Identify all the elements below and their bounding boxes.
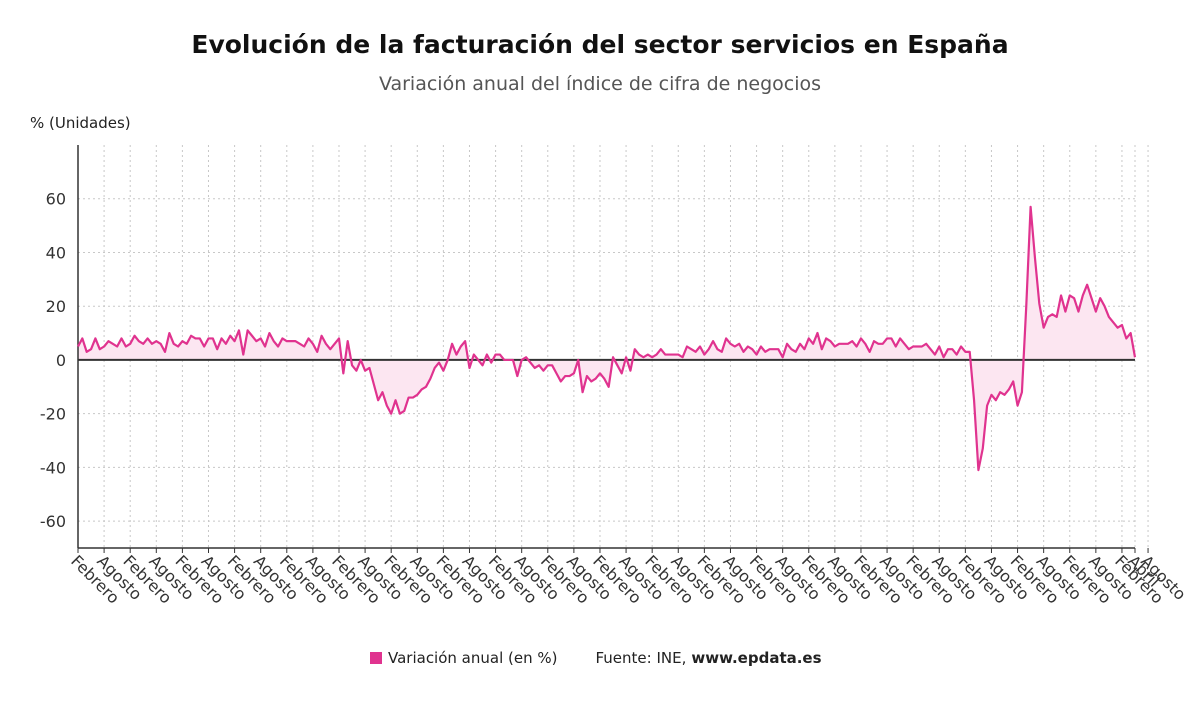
series-line: [77, 205, 1137, 472]
legend-swatch: [370, 652, 382, 664]
source-link[interactable]: www.epdata.es: [691, 649, 822, 667]
y-tick-label: 20: [46, 297, 66, 316]
y-tick-label: -40: [40, 458, 66, 477]
line-chart: % (Unidades) -60 -40 -20 0 20 40 60 FebreroAgo…: [30, 114, 1190, 608]
y-tick-label: 40: [46, 243, 66, 262]
legend-label: Variación anual (en %): [388, 649, 558, 667]
series-line-layer: [77, 205, 1137, 472]
legend: Variación anual (en %) Fuente: INE, www.…: [370, 649, 822, 667]
y-tick-label: 60: [46, 190, 66, 209]
y-tick-labels: -60 -40 -20 0 20 40 60: [40, 190, 66, 531]
chart-subtitle: Variación anual del índice de cifra de n…: [378, 73, 822, 95]
y-axis-label: % (Unidades): [30, 114, 131, 132]
y-tick-label: 0: [56, 351, 66, 370]
y-tick-label: -60: [40, 512, 66, 531]
x-tick-labels: FebreroAgostoFebreroAgostoFebreroAgostoF…: [67, 551, 1190, 607]
source-label: Fuente: INE,: [595, 649, 687, 667]
y-tick-label: -20: [40, 405, 66, 424]
chart-title: Evolución de la facturación del sector s…: [191, 30, 1009, 59]
